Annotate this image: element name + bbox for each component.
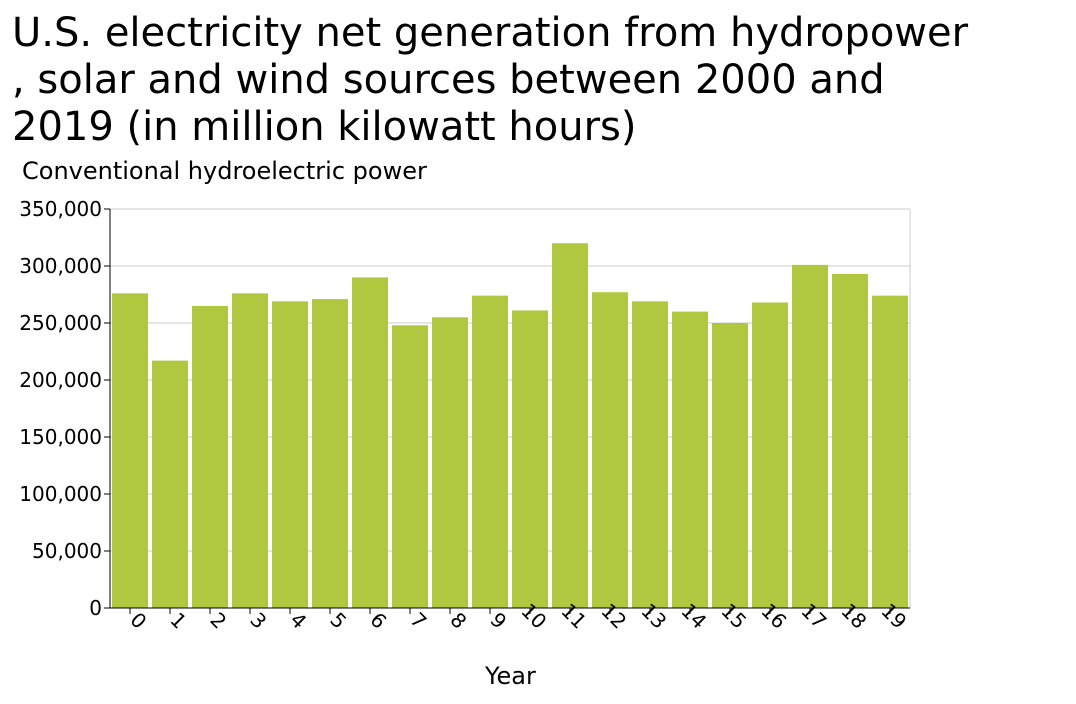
bar: [272, 301, 308, 608]
bar: [832, 273, 868, 608]
bar: [632, 301, 668, 608]
bar: [112, 293, 148, 608]
bar: [512, 310, 548, 608]
y-tick-label: 50,000: [32, 539, 102, 563]
y-tick-label: 300,000: [19, 254, 102, 278]
chart-title-line-1: U.S. electricity net generation from hyd…: [12, 10, 969, 56]
bar: [352, 277, 388, 608]
y-tick-label: 200,000: [19, 368, 102, 392]
y-axis-label: Conventional hydroelectric power: [22, 157, 427, 185]
chart-title-line-2: , solar and wind sources between 2000 an…: [12, 57, 885, 103]
bar: [312, 299, 348, 608]
x-tick-label: 7: [405, 608, 431, 634]
grid-layer: [110, 208, 911, 608]
bar: [232, 293, 268, 608]
x-tick-label: 4: [285, 608, 311, 634]
x-tick-label: 8: [445, 608, 471, 634]
x-tick-label: 6: [365, 608, 391, 634]
y-tick-label: 350,000: [19, 197, 102, 221]
y-tick-label: 250,000: [19, 311, 102, 335]
chart-title-line-3: 2019 (in million kilowatt hours): [12, 104, 637, 150]
bar-layer: [112, 243, 908, 608]
bar: [192, 305, 228, 608]
x-axis-label: Year: [485, 662, 536, 690]
x-tick-label: 2: [205, 608, 231, 634]
bar: [432, 317, 468, 608]
bar: [152, 360, 188, 608]
y-tick-label: 100,000: [19, 482, 102, 506]
bar: [752, 302, 788, 608]
x-tick-label: 5: [325, 608, 351, 634]
bar: [592, 292, 628, 608]
bar: [552, 243, 588, 608]
bar: [392, 325, 428, 608]
chart-title: U.S. electricity net generation from hyd…: [12, 10, 1072, 151]
y-tick-label: 0: [89, 596, 102, 620]
y-tick-label: 150,000: [19, 425, 102, 449]
bar: [472, 295, 508, 608]
x-tick-label: 9: [485, 608, 511, 634]
axis-layer: [104, 208, 910, 614]
bar: [672, 311, 708, 608]
x-tick-label: 3: [245, 608, 271, 634]
x-tick-label: 0: [125, 608, 151, 634]
x-tick-label: 1: [165, 608, 191, 634]
bar: [872, 295, 908, 608]
bar: [712, 323, 748, 608]
bar: [792, 264, 828, 608]
